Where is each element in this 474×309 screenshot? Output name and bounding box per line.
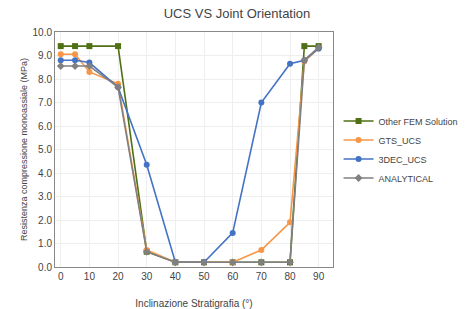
svg-text:9.0: 9.0 bbox=[38, 50, 52, 61]
svg-text:GTS_UCS: GTS_UCS bbox=[379, 136, 422, 146]
svg-text:10.0: 10.0 bbox=[33, 27, 53, 38]
svg-text:70: 70 bbox=[256, 271, 268, 282]
svg-text:60: 60 bbox=[227, 271, 239, 282]
svg-text:90: 90 bbox=[313, 271, 325, 282]
svg-text:30: 30 bbox=[141, 271, 153, 282]
svg-text:0: 0 bbox=[58, 271, 64, 282]
svg-text:3.0: 3.0 bbox=[38, 191, 52, 202]
svg-text:5.0: 5.0 bbox=[38, 144, 52, 155]
svg-text:7.0: 7.0 bbox=[38, 97, 52, 108]
svg-text:Inclinazione Stratigrafia (°): Inclinazione Stratigrafia (°) bbox=[135, 298, 252, 309]
svg-text:UCS VS Joint Orientation: UCS VS Joint Orientation bbox=[164, 6, 311, 21]
svg-text:8.0: 8.0 bbox=[38, 74, 52, 85]
svg-text:20: 20 bbox=[112, 271, 124, 282]
svg-text:80: 80 bbox=[284, 271, 296, 282]
svg-text:Other FEM Solution: Other FEM Solution bbox=[379, 117, 458, 127]
svg-text:0.0: 0.0 bbox=[38, 262, 52, 273]
svg-text:3DEC_UCS: 3DEC_UCS bbox=[379, 155, 427, 165]
svg-text:6.0: 6.0 bbox=[38, 121, 52, 132]
svg-text:4.0: 4.0 bbox=[38, 168, 52, 179]
svg-text:50: 50 bbox=[198, 271, 210, 282]
svg-text:Resistenza compressione monoas: Resistenza compressione monoassiale (MPa… bbox=[19, 58, 29, 241]
svg-text:1.0: 1.0 bbox=[38, 238, 52, 249]
svg-text:10: 10 bbox=[84, 271, 96, 282]
svg-text:ANALYTICAL: ANALYTICAL bbox=[379, 174, 433, 184]
svg-text:40: 40 bbox=[170, 271, 182, 282]
svg-text:2.0: 2.0 bbox=[38, 215, 52, 226]
